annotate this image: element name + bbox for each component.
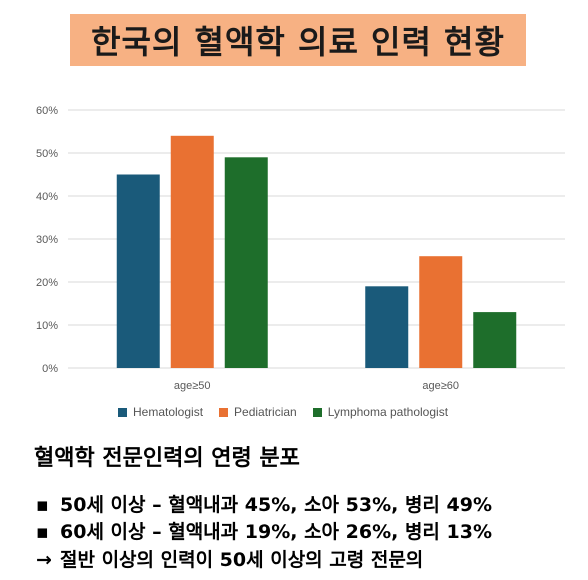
legend-label-lymphoma-pathologist: Lymphoma pathologist (327, 405, 449, 419)
bar-chart: 0% 10% 20% 30% 40% 50% 60% age≥50 age≥60 (36, 105, 565, 392)
y-tick-label: 60% (36, 105, 58, 117)
legend-item-lymphoma-pathologist: Lymphoma pathologist (312, 405, 449, 419)
title-banner: 한국의 혈액학 의료 인력 현황 (70, 14, 526, 66)
bar-lymphoma-pathologist-2 (473, 312, 517, 368)
legend-item-hematologist: Hematologist (118, 405, 203, 419)
y-tick-label: 10% (36, 320, 58, 332)
bar-hematologist-1 (116, 174, 160, 368)
bullet-line-2: ▪ 60세 이상 – 혈액내과 19%, 소아 26%, 병리 13% (36, 517, 492, 544)
bar-hematologist-2 (365, 286, 409, 368)
bullet-line-1: ▪ 50세 이상 – 혈액내과 45%, 소아 53%, 병리 49% (36, 490, 492, 517)
legend-label-pediatrician: Pediatrician (234, 405, 297, 419)
page-title: 한국의 혈액학 의료 인력 현황 (91, 23, 505, 61)
legend-swatch-hematologist (118, 407, 127, 417)
y-tick-label: 20% (36, 277, 58, 289)
chart-legend: Hematologist Pediatrician Lymphoma patho… (118, 405, 448, 419)
bar-pediatrician-2 (419, 256, 463, 368)
y-tick-label: 0% (42, 363, 58, 375)
y-tick-label: 50% (36, 148, 58, 160)
y-tick-label: 30% (36, 234, 58, 246)
bullet-marker-3: → (36, 549, 52, 571)
bar-lymphoma-pathologist-1 (224, 157, 268, 368)
bullet-line-3: → 절반 이상의 인력이 50세 이상의 고령 전문의 (36, 545, 423, 572)
bar-pediatrician-1 (170, 135, 214, 368)
legend-item-pediatrician: Pediatrician (219, 405, 297, 419)
section-subtitle: 혈액학 전문인력의 연령 분포 (34, 446, 300, 471)
bullet-text-1: 50세 이상 – 혈액내과 45%, 소아 53%, 병리 49% (60, 494, 493, 516)
bullet-marker-2: ▪ (36, 521, 49, 543)
bullet-marker-1: ▪ (36, 494, 49, 516)
y-tick-label: 40% (36, 191, 58, 203)
x-category-label: age≥50 (174, 380, 211, 392)
bullet-text-2: 60세 이상 – 혈액내과 19%, 소아 26%, 병리 13% (60, 521, 493, 543)
legend-label-hematologist: Hematologist (133, 405, 204, 419)
x-category-label: age≥60 (422, 380, 459, 392)
bullet-text-3: 절반 이상의 인력이 50세 이상의 고령 전문의 (60, 549, 424, 571)
legend-swatch-pediatrician (219, 407, 229, 417)
legend-swatch-lymphoma-pathologist (312, 407, 322, 417)
